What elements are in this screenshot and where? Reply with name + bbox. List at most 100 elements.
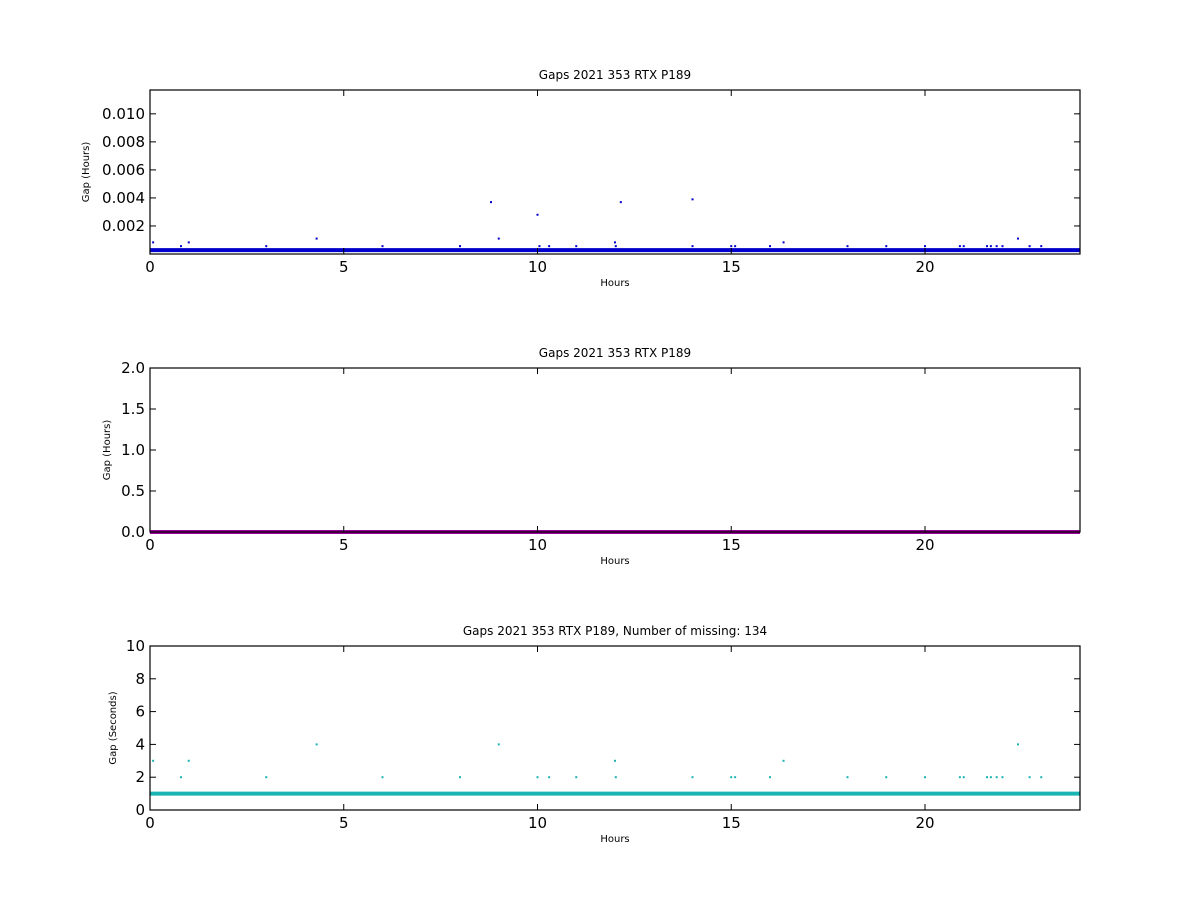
panel-2-ytick-label-2: 1.0	[121, 441, 145, 459]
panel-3-point-7	[497, 743, 500, 746]
panel-3-point-0	[152, 759, 155, 762]
panel-1-point-18	[730, 245, 733, 248]
panel-3-xtick-label-2: 10	[528, 814, 547, 832]
panel-2-xtick-label-4: 20	[915, 536, 934, 554]
panel-3-ytick-label-3: 6	[135, 703, 145, 721]
panel-1-xtick-label-2: 10	[528, 258, 547, 276]
panel-3-point-22	[962, 776, 965, 779]
panel-2-xtick-label-3: 15	[722, 536, 741, 554]
panel-1-xtick-label-3: 15	[722, 258, 741, 276]
panel-3-point-19	[885, 776, 888, 779]
panel-1: Gaps 2021 353 RTX P189 Hours Gap (Hours)…	[81, 68, 1081, 289]
panel-1-point-24	[924, 245, 926, 248]
panel-1-point-13	[614, 241, 616, 244]
panel-2-title: Gaps 2021 353 RTX P189	[539, 346, 691, 360]
panel-3-ytick-label-1: 2	[135, 768, 145, 786]
panel-3-point-23	[986, 776, 988, 779]
panel-2-ytick-label-1: 0.5	[121, 482, 145, 500]
panel-3-point-8	[536, 776, 539, 779]
panel-3-point-21	[958, 776, 961, 779]
panel-1-point-31	[1017, 237, 1019, 240]
panel-3-point-28	[1028, 776, 1031, 779]
panel-3-point-25	[995, 776, 998, 779]
panel-3-ytick-label-2: 4	[135, 735, 145, 753]
panel-1-xtick-label-0: 0	[145, 258, 155, 276]
panel-1-point-8	[497, 237, 500, 240]
panel-1-point-27	[986, 245, 988, 248]
panel-3-point-2	[187, 759, 190, 762]
panel-3-point-6	[459, 776, 461, 779]
panel-3-ytick-label-4: 8	[135, 670, 145, 688]
panel-1-xlabel: Hours	[600, 278, 629, 289]
panel-1-point-12	[575, 245, 578, 248]
panel-3-point-10	[575, 776, 578, 779]
panel-3-point-20	[924, 776, 926, 779]
panel-2-ylabel: Gap (Hours)	[102, 420, 113, 481]
panel-3-point-16	[769, 776, 771, 779]
panel-3-point-13	[691, 776, 694, 779]
panel-2-ytick-label-3: 1.5	[121, 400, 145, 418]
panel-2-xlabel: Hours	[600, 556, 629, 567]
panel-1-ytick-label-1: 0.004	[102, 189, 145, 207]
panel-3-xtick-label-1: 5	[339, 814, 349, 832]
panel-1-point-25	[958, 245, 961, 248]
panel-2-xtick-label-0: 0	[145, 536, 155, 554]
panel-3-ytick-label-5: 10	[126, 637, 145, 655]
panel-1-point-7	[490, 201, 492, 204]
panel-1-point-2	[187, 241, 190, 244]
panel-1-point-22	[846, 245, 849, 248]
panel-3-point-27	[1017, 743, 1019, 746]
panel-2-ytick-label-0: 0.0	[121, 523, 145, 541]
panel-3: Gaps 2021 353 RTX P189, Number of missin…	[108, 624, 1081, 845]
panel-1-point-29	[995, 245, 998, 248]
panel-1-point-10	[538, 245, 541, 248]
panel-3-point-5	[381, 776, 384, 779]
panel-1-point-9	[536, 213, 539, 216]
panel-1-point-23	[885, 245, 888, 248]
panel-1-point-14	[614, 245, 617, 248]
panel-1-point-33	[1040, 245, 1043, 248]
panel-1-point-30	[1001, 245, 1004, 248]
panel-2-xtick-label-2: 10	[528, 536, 547, 554]
panel-1-point-6	[459, 245, 461, 248]
panel-3-point-17	[782, 759, 785, 762]
panel-3-point-18	[846, 776, 849, 779]
panel-3-xtick-label-0: 0	[145, 814, 155, 832]
panel-1-ylabel: Gap (Hours)	[81, 142, 92, 203]
panel-1-point-0	[152, 241, 155, 244]
panel-3-point-15	[734, 776, 737, 779]
panel-1-point-21	[782, 241, 785, 244]
panel-1-point-11	[548, 245, 551, 248]
panel-3-point-3	[265, 776, 268, 779]
panel-3-title: Gaps 2021 353 RTX P189, Number of missin…	[463, 624, 767, 638]
panel-3-point-1	[180, 776, 182, 779]
panel-1-ytick-label-4: 0.010	[102, 105, 145, 123]
panel-1-axes	[149, 89, 1081, 255]
panel-1-point-32	[1028, 245, 1031, 248]
panel-1-ytick-label-2: 0.006	[102, 161, 145, 179]
panel-1-point-15	[619, 201, 622, 204]
panel-1-point-4	[315, 237, 318, 240]
panel-1-point-5	[381, 245, 384, 248]
panel-3-point-12	[614, 776, 617, 779]
panel-1-title: Gaps 2021 353 RTX P189	[539, 68, 691, 82]
panel-3-point-29	[1040, 776, 1043, 779]
panel-3-point-26	[1001, 776, 1004, 779]
panel-3-xtick-label-3: 15	[722, 814, 741, 832]
panel-3-point-4	[315, 743, 318, 746]
panel-1-point-1	[180, 245, 182, 248]
panel-1-xtick-label-4: 20	[915, 258, 934, 276]
panel-1-point-26	[962, 245, 965, 248]
panel-3-xlabel: Hours	[600, 834, 629, 845]
panel-3-point-9	[548, 776, 551, 779]
panel-3-ylabel: Gap (Seconds)	[108, 691, 119, 764]
panel-1-point-28	[989, 245, 992, 248]
panel-3-point-14	[730, 776, 733, 779]
panel-2: Gaps 2021 353 RTX P189 Hours Gap (Hours)…	[102, 346, 1081, 567]
panel-2-ytick-label-4: 2.0	[121, 359, 145, 377]
panel-3-axes	[149, 645, 1081, 811]
panel-1-point-20	[769, 245, 771, 248]
panel-1-xtick-label-1: 5	[339, 258, 349, 276]
panel-1-point-3	[265, 245, 268, 248]
